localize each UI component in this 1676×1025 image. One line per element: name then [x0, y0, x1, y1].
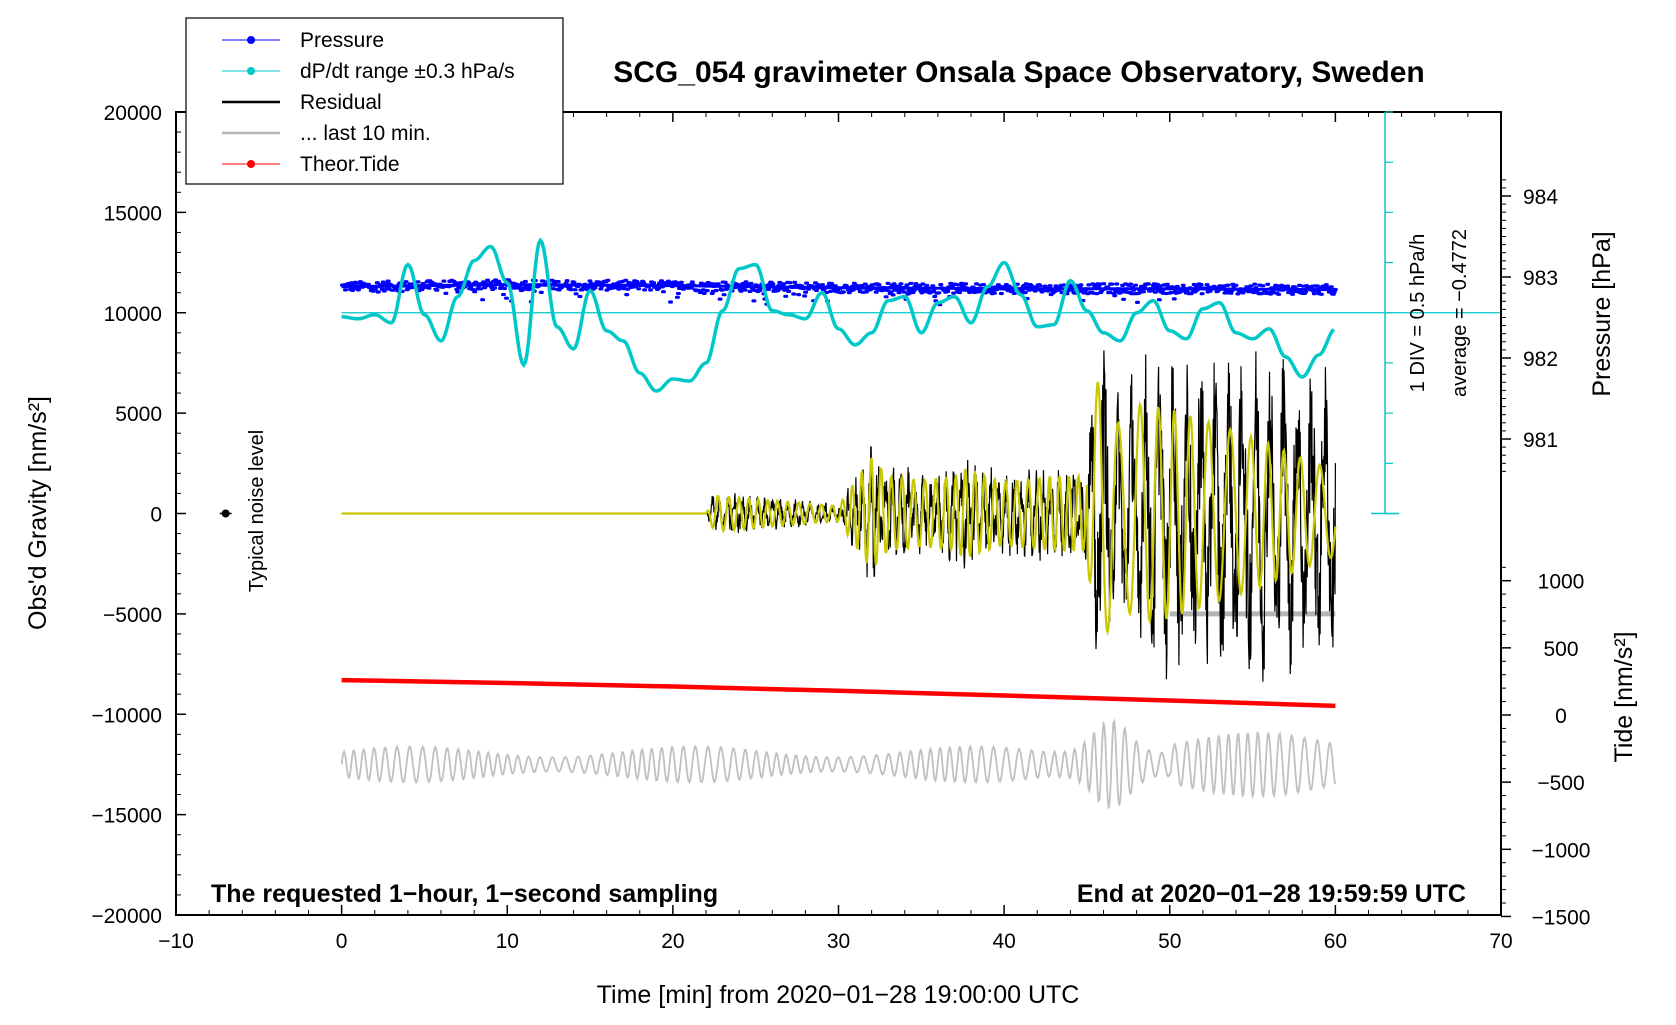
y-tick-label: −15000: [91, 805, 162, 828]
x-tick-label: 10: [496, 930, 519, 953]
dpdt-series: [341, 237, 1336, 393]
x-tick-label: 50: [1158, 930, 1181, 953]
y-tick-label: −20000: [91, 905, 162, 928]
legend-item-label: Theor.Tide: [300, 153, 400, 176]
y-tick-label: 20000: [104, 102, 162, 125]
div-label: 1 DIV = 0.5 hPa/h: [1407, 234, 1429, 392]
tide-tick-label: −1000: [1532, 839, 1591, 862]
y-tick-label: 10000: [104, 303, 162, 326]
x-tick-label: 20: [661, 930, 684, 953]
legend-swatch-dot: [247, 36, 255, 44]
y-tick-label: 0: [150, 504, 162, 527]
x-tick-label: 30: [827, 930, 850, 953]
tide-axis-ticks: −1500 −1000 −500 0 500 1000: [1501, 566, 1591, 929]
theoretical-tide-series: [341, 677, 1336, 709]
noise-marker: [219, 509, 232, 518]
y-axis-ticks: −20000 −15000 −10000 −5000 0 5000 10000 15000 20…: [91, 102, 186, 928]
filtered-yellow-series: [341, 381, 1337, 636]
x-tick-label: 60: [1324, 930, 1347, 953]
chart-title: SCG_054 gravimeter Onsala Space Observat…: [613, 56, 1425, 89]
x-tick-label: 0: [336, 930, 348, 953]
legend-item-label: ... last 10 min.: [300, 122, 431, 145]
gray-filtered-trace: [340, 718, 1337, 810]
pressure-axis-label: Pressure [hPa]: [1588, 231, 1616, 396]
y-tick-label: 15000: [104, 202, 162, 225]
pressure-tick-label: 983: [1523, 267, 1558, 290]
tide-line: [341, 677, 1336, 709]
x-tick-label: 70: [1489, 930, 1512, 953]
y-tick-label: 5000: [115, 403, 162, 426]
x-tick-label: 40: [992, 930, 1015, 953]
filtered-line: [341, 381, 1337, 636]
y-tick-label: −10000: [91, 704, 162, 727]
dpdt-line: [341, 237, 1336, 393]
legend-swatch-dot: [247, 67, 255, 75]
tide-tick-label: −500: [1537, 772, 1584, 795]
x-axis-ticks: −10 0 10 20 30 40 50 60 70: [158, 112, 1513, 953]
tide-tick-label: 500: [1543, 638, 1578, 661]
gray-trace-line: [340, 718, 1337, 810]
noise-marker-dot: [221, 509, 230, 518]
x-tick-label: −10: [158, 930, 194, 953]
y-tick-label: −5000: [103, 604, 162, 627]
pressure-tick-label: 981: [1523, 429, 1558, 452]
pressure-tick-label: 984: [1523, 186, 1558, 209]
dpdt-scale-bar: [341, 111, 1501, 515]
y-axis-label: Obs'd Gravity [nm/s²]: [24, 396, 52, 630]
legend: Pressure dP/dt range ±0.3 hPa/s Residual..…: [185, 17, 564, 185]
noise-level-label: Typical noise level: [246, 430, 268, 592]
legend-item-label: Pressure: [300, 29, 384, 52]
pressure-axis-ticks: 981 982 983 984: [1500, 112, 1558, 570]
pressure-tick-label: 982: [1523, 348, 1558, 371]
tide-tick-label: 1000: [1538, 571, 1585, 594]
average-label: average = −0.4772: [1449, 229, 1471, 397]
end-time-note: End at 2020−01−28 19:59:59 UTC: [1077, 880, 1466, 908]
tide-tick-label: 0: [1555, 705, 1567, 728]
legend-item-label: Residual: [300, 91, 382, 114]
x-axis-label: Time [min] from 2020−01−28 19:00:00 UTC: [597, 981, 1080, 1009]
legend-swatch-dot: [247, 160, 255, 168]
pressure-series: [340, 278, 1338, 307]
tide-axis-label: Tide [nm/s²]: [1610, 631, 1638, 762]
tide-tick-label: −1500: [1532, 906, 1591, 929]
legend-item-label: dP/dt range ±0.3 hPa/s: [300, 60, 515, 83]
sampling-note: The requested 1−hour, 1−second sampling: [211, 880, 718, 908]
